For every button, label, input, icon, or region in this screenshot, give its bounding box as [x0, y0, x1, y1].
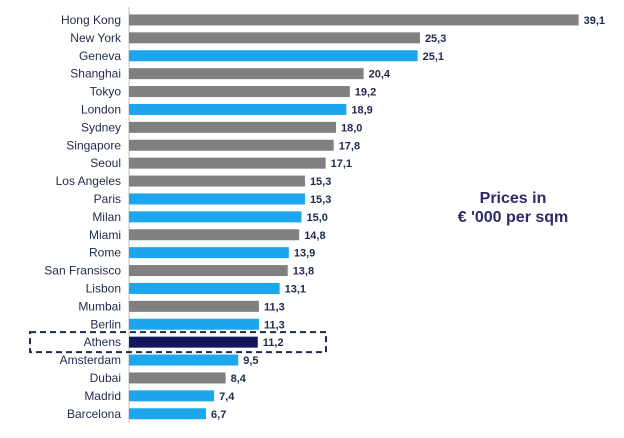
category-label-athens: Athens: [84, 335, 121, 349]
category-label-tokyo: Tokyo: [90, 85, 122, 99]
value-label-hong-kong: 39,1: [584, 15, 605, 27]
category-label-berlin: Berlin: [90, 317, 121, 331]
value-label-amsterdam: 9,5: [243, 355, 258, 367]
value-label-sydney: 18,0: [341, 122, 362, 134]
bar-tokyo: [129, 86, 350, 98]
category-label-san-fransisco: San Fransisco: [44, 264, 121, 278]
value-label-seoul: 17,1: [331, 158, 352, 170]
category-label-seoul: Seoul: [90, 156, 121, 170]
value-label-shanghai: 20,4: [369, 69, 391, 81]
category-label-miami: Miami: [89, 228, 121, 242]
category-label-barcelona: Barcelona: [67, 407, 121, 421]
category-label-sydney: Sydney: [81, 120, 121, 134]
bar-san-fransisco: [129, 265, 288, 277]
category-label-los-angeles: Los Angeles: [56, 174, 121, 188]
category-label-dubai: Dubai: [90, 371, 121, 385]
value-label-berlin: 11,3: [264, 319, 285, 331]
value-label-milan: 15,0: [307, 212, 328, 224]
bar-geneva: [129, 50, 418, 62]
category-label-hong-kong: Hong Kong: [61, 13, 121, 27]
bar-madrid: [129, 390, 215, 402]
bar-milan: [129, 211, 302, 223]
category-label-amsterdam: Amsterdam: [60, 353, 121, 367]
bar-lisbon: [129, 282, 280, 294]
value-label-paris: 15,3: [310, 194, 331, 206]
bar-seoul: [129, 157, 326, 169]
value-label-mumbai: 11,3: [264, 301, 285, 313]
bar-rome: [129, 247, 289, 259]
bar-amsterdam: [129, 354, 239, 366]
bar-singapore: [129, 139, 334, 151]
value-label-new-york: 25,3: [425, 33, 446, 45]
bar-berlin: [129, 318, 259, 330]
value-label-rome: 13,9: [294, 248, 315, 260]
value-label-barcelona: 6,7: [211, 409, 226, 421]
bar-hong-kong: [129, 14, 579, 26]
category-label-singapore: Singapore: [66, 138, 121, 152]
value-label-miami: 14,8: [304, 230, 325, 242]
bar-miami: [129, 229, 300, 241]
category-label-shanghai: Shanghai: [70, 67, 121, 81]
bar-barcelona: [129, 408, 207, 420]
value-label-geneva: 25,1: [423, 51, 444, 63]
price-note-line-1: Prices in: [480, 190, 547, 207]
category-label-london: London: [81, 102, 121, 116]
value-label-madrid: 7,4: [219, 391, 235, 403]
bar-shanghai: [129, 68, 364, 80]
price-note-line-2: € '000 per sqm: [458, 209, 569, 226]
bar-dubai: [129, 372, 226, 384]
bar-los-angeles: [129, 175, 305, 187]
category-label-lisbon: Lisbon: [86, 281, 121, 295]
bar-sydney: [129, 121, 336, 133]
value-label-dubai: 8,4: [231, 373, 247, 385]
value-label-los-angeles: 15,3: [310, 176, 331, 188]
bars-layer: Hong Kong 39,1 New York 25,3 Geneva 25,1 Shang…: [29, 7, 605, 423]
bar-paris: [129, 193, 305, 205]
value-label-athens: 11,2: [263, 337, 284, 349]
category-label-madrid: Madrid: [84, 389, 121, 403]
category-label-milan: Milan: [92, 210, 121, 224]
category-label-paris: Paris: [94, 192, 121, 206]
category-label-rome: Rome: [89, 246, 121, 260]
value-label-tokyo: 19,2: [355, 87, 376, 99]
value-label-san-fransisco: 13,8: [293, 266, 314, 278]
category-label-geneva: Geneva: [79, 49, 121, 63]
bar-new-york: [129, 32, 420, 44]
bar-london: [129, 103, 347, 115]
value-label-london: 18,9: [351, 104, 372, 116]
value-label-singapore: 17,8: [339, 140, 360, 152]
bar-mumbai: [129, 300, 259, 312]
value-label-lisbon: 13,1: [285, 283, 306, 295]
highlight-box-athens: [29, 331, 327, 354]
category-label-new-york: New York: [70, 31, 122, 45]
category-label-mumbai: Mumbai: [78, 299, 121, 313]
bar-athens: [129, 336, 258, 348]
